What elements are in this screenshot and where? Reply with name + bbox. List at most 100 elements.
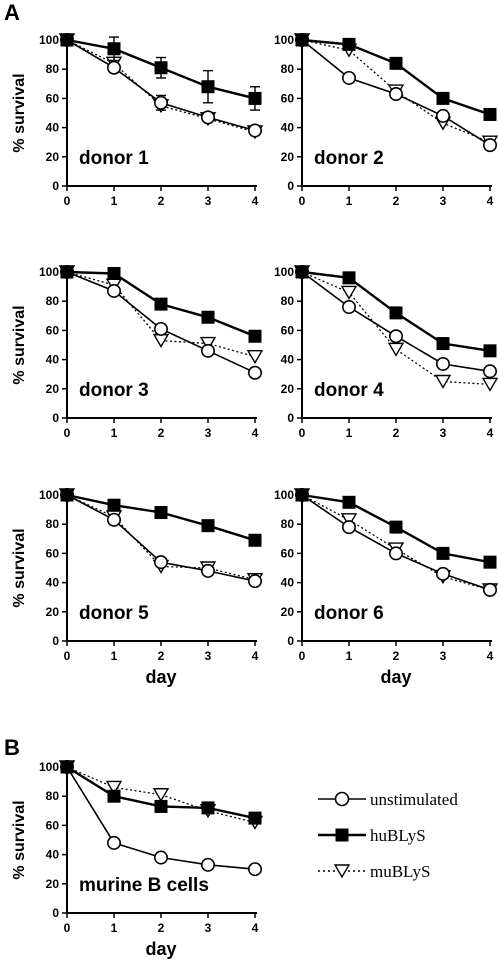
x-tick-label: 3 xyxy=(205,194,212,208)
y-tick-label: 100 xyxy=(274,488,294,502)
y-axis-label: % survival xyxy=(11,800,28,879)
data-point-hublys xyxy=(248,533,262,547)
legend-marker-mublys xyxy=(333,864,351,879)
data-point-hublys xyxy=(483,555,497,569)
data-point-unstimulated xyxy=(482,364,497,379)
data-point-hublys xyxy=(154,61,168,75)
data-point-mublys xyxy=(340,285,358,300)
y-tick-label: 100 xyxy=(39,33,59,47)
y-tick-label: 60 xyxy=(281,323,295,337)
x-tick-label: 4 xyxy=(487,194,494,208)
data-point-hublys xyxy=(107,42,121,56)
data-point-unstimulated xyxy=(388,329,403,344)
x-tick-label: 1 xyxy=(346,649,353,663)
series-hublys xyxy=(295,488,497,569)
data-point-mublys xyxy=(434,374,452,389)
data-point-hublys xyxy=(154,799,168,813)
series-mublys xyxy=(58,760,264,830)
data-point-unstimulated xyxy=(341,520,356,535)
x-tick-label: 0 xyxy=(299,194,306,208)
data-point-hublys xyxy=(295,265,309,279)
data-point-mublys xyxy=(481,377,498,392)
data-point-unstimulated xyxy=(341,300,356,315)
data-point-unstimulated xyxy=(435,566,450,581)
chart-title: donor 6 xyxy=(314,603,384,624)
chart-2: 0 20 40 60 80 100 0 1 2 3 4 donor 2 xyxy=(274,32,498,208)
x-tick-label: 2 xyxy=(393,426,400,440)
series-mublys xyxy=(58,488,264,588)
data-point-hublys xyxy=(342,495,356,509)
y-tick-label: 20 xyxy=(281,605,295,619)
x-tick-label: 1 xyxy=(111,426,118,440)
data-point-unstimulated xyxy=(107,60,122,75)
data-point-mublys xyxy=(246,349,264,365)
series-mublys xyxy=(293,265,498,392)
y-tick-label: 20 xyxy=(46,605,60,619)
legend-marker-unstimulated xyxy=(334,791,350,807)
x-axis-label: day xyxy=(380,667,411,687)
y-tick-label: 80 xyxy=(46,517,60,531)
chart-title: donor 5 xyxy=(79,603,149,624)
data-point-unstimulated xyxy=(248,862,263,877)
data-point-hublys xyxy=(436,91,450,105)
chart-7: 0 20 40 60 80 100 0 1 2 3 4 % survival day murine B c… xyxy=(11,759,264,959)
data-point-hublys xyxy=(60,760,74,774)
series-mublys xyxy=(293,488,498,598)
chart-3: 0 20 40 60 80 100 0 1 2 3 4 % survival donor 3 xyxy=(11,264,264,440)
data-point-hublys xyxy=(436,546,450,560)
series-mublys xyxy=(58,33,264,140)
y-axis-label: % survival xyxy=(11,528,28,607)
data-point-hublys xyxy=(201,310,215,324)
x-tick-label: 4 xyxy=(252,649,259,663)
series-mublys xyxy=(58,265,264,365)
y-axis-label: % survival xyxy=(11,305,28,384)
y-tick-label: 0 xyxy=(52,179,59,193)
chart-4: 0 20 40 60 80 100 0 1 2 3 4 donor 4 xyxy=(274,264,498,440)
y-tick-label: 80 xyxy=(46,789,60,803)
data-point-hublys xyxy=(107,498,121,512)
legend-item-hublys: huBLyS xyxy=(318,826,426,845)
data-point-hublys xyxy=(342,271,356,285)
data-point-unstimulated xyxy=(154,850,169,865)
data-point-unstimulated xyxy=(388,87,403,102)
data-point-mublys xyxy=(199,336,217,351)
y-tick-label: 40 xyxy=(46,576,60,590)
x-tick-label: 2 xyxy=(158,649,165,663)
y-tick-label: 40 xyxy=(46,848,60,862)
x-tick-label: 4 xyxy=(252,426,259,440)
x-tick-label: 0 xyxy=(299,426,306,440)
data-point-unstimulated xyxy=(107,512,122,527)
y-tick-label: 60 xyxy=(46,818,60,832)
series-unstimulated xyxy=(294,32,497,153)
data-point-unstimulated xyxy=(201,563,216,578)
y-tick-label: 60 xyxy=(281,91,295,105)
legend-label-mublys: muBLyS xyxy=(370,862,430,881)
data-point-unstimulated xyxy=(248,123,263,138)
data-point-hublys xyxy=(295,488,309,502)
y-tick-label: 0 xyxy=(52,634,59,648)
x-tick-label: 1 xyxy=(111,649,118,663)
data-point-mublys xyxy=(105,780,123,795)
data-point-unstimulated xyxy=(388,546,403,561)
x-tick-label: 3 xyxy=(440,649,447,663)
panel-letter-a: A xyxy=(4,0,20,25)
legend-label-hublys: huBLyS xyxy=(370,826,426,845)
data-point-hublys xyxy=(389,56,403,70)
y-tick-label: 100 xyxy=(274,265,294,279)
legend-item-mublys: muBLyS xyxy=(318,862,430,881)
data-point-unstimulated xyxy=(248,365,263,380)
y-tick-label: 0 xyxy=(52,906,59,920)
legend-marker-hublys xyxy=(335,828,349,842)
series-unstimulated xyxy=(59,264,263,380)
data-point-unstimulated xyxy=(482,138,497,153)
data-point-hublys xyxy=(248,91,262,105)
y-tick-label: 40 xyxy=(281,121,295,135)
x-tick-label: 4 xyxy=(487,649,494,663)
data-point-unstimulated xyxy=(482,582,497,597)
x-tick-label: 4 xyxy=(252,194,259,208)
legend-label-unstimulated: unstimulated xyxy=(370,790,458,809)
chart-title: murine B cells xyxy=(79,875,209,896)
data-point-unstimulated xyxy=(435,356,450,371)
chart-title: donor 2 xyxy=(314,148,384,169)
series-line-unstimulated xyxy=(66,39,256,132)
